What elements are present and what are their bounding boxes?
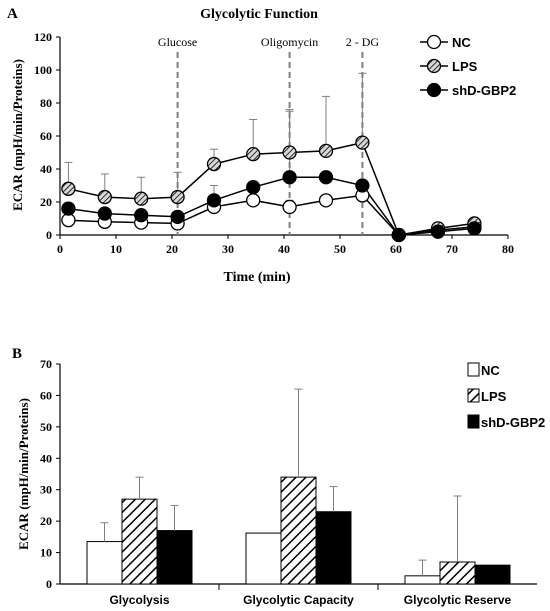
chart-a-axes: 0 20 40 60 80 100 120 0 10 20 30 40 50 60 70 80	[34, 30, 514, 256]
chart-a-series	[61, 72, 482, 243]
x-tick-label: 40	[278, 242, 290, 256]
data-point	[206, 156, 222, 172]
legend-label: NC	[481, 363, 500, 378]
y-tick-label: 0	[46, 228, 52, 242]
chart-b-legend: NC LPS shD-GBP2	[467, 362, 545, 430]
y-tick-label: 120	[34, 30, 52, 44]
y-tick-label: 0	[46, 577, 52, 591]
category-label: Glycolytic Capacity	[243, 593, 354, 607]
data-point	[61, 181, 76, 196]
data-point	[282, 199, 297, 215]
chart-b-bars	[86, 388, 511, 585]
y-tick-label: 60	[40, 388, 52, 402]
data-point	[170, 189, 185, 205]
bar	[245, 532, 282, 585]
injection-label: Oligomycin	[261, 35, 318, 49]
injection-label: Glucose	[158, 35, 197, 49]
category-label: Glycolytic Reserve	[404, 593, 512, 607]
legend-label: LPS	[452, 59, 478, 74]
chart-a-legend: NC LPS shD-GBP2	[420, 34, 516, 98]
legend-label: LPS	[481, 389, 507, 404]
x-tick-label: 60	[390, 242, 402, 256]
data-point	[391, 227, 406, 243]
chart-a-ylabel: ECAR (mpH/min/Proteins)	[10, 59, 25, 211]
data-point	[282, 170, 297, 185]
data-point	[246, 146, 261, 162]
data-point	[246, 193, 261, 208]
y-tick-label: 60	[40, 129, 52, 143]
bar	[121, 498, 158, 585]
data-point	[355, 178, 370, 193]
data-point	[282, 145, 297, 160]
x-tick-label: 10	[110, 242, 122, 256]
series-line-shD-GBP2	[68, 176, 475, 236]
bar	[156, 530, 193, 585]
y-tick-label: 20	[40, 514, 52, 528]
panel-a-letter: A	[7, 6, 18, 22]
data-point	[318, 170, 334, 185]
data-point	[206, 193, 222, 208]
data-point	[467, 221, 482, 236]
legend-label: NC	[452, 35, 471, 50]
injection-label: 2 - DG	[346, 35, 380, 49]
data-point	[318, 143, 334, 159]
legend-marker	[426, 82, 442, 98]
data-point	[134, 191, 149, 206]
data-point	[355, 135, 370, 150]
x-tick-label: 30	[222, 242, 234, 256]
x-tick-label: 70	[446, 242, 458, 256]
y-tick-label: 30	[40, 483, 52, 497]
y-tick-label: 40	[40, 162, 52, 176]
data-point	[318, 193, 334, 208]
bar	[315, 511, 352, 585]
legend-marker	[426, 34, 442, 50]
chart-b-axes: 0 10 20 30 40 50 60 70 Glycolysis Glycolytic Capa…	[40, 357, 537, 607]
chart-a-title: Glycolytic Function	[200, 7, 318, 22]
legend-swatch	[467, 388, 480, 403]
legend-label: shD-GBP2	[452, 83, 516, 98]
panel-a: A Glycolytic Function ECAR (mpH/min/Prot…	[7, 6, 516, 285]
data-point	[97, 189, 112, 205]
legend-marker	[426, 58, 442, 74]
y-tick-label: 70	[40, 357, 52, 371]
y-tick-label: 50	[40, 420, 52, 434]
x-tick-label: 80	[502, 242, 514, 256]
bar	[86, 541, 123, 585]
data-point	[97, 206, 112, 221]
bar	[280, 476, 317, 585]
chart-a-xlabel: Time (min)	[223, 270, 290, 285]
data-point	[61, 201, 76, 216]
y-tick-label: 40	[40, 451, 52, 465]
legend-label: shD-GBP2	[481, 415, 545, 430]
bar	[474, 564, 511, 585]
data-point	[170, 209, 185, 225]
y-tick-label: 20	[40, 195, 52, 209]
y-tick-label: 80	[40, 96, 52, 110]
category-label: Glycolysis	[109, 593, 169, 607]
y-tick-label: 10	[40, 546, 52, 560]
x-tick-label: 50	[334, 242, 346, 256]
bar	[439, 561, 476, 585]
data-point	[246, 179, 261, 195]
x-tick-label: 0	[57, 242, 63, 256]
data-point	[430, 224, 446, 239]
x-tick-label: 20	[166, 242, 178, 256]
bar	[404, 575, 441, 585]
series-line-LPS	[68, 141, 475, 236]
legend-swatch	[467, 414, 480, 429]
panel-b-letter: B	[12, 346, 22, 362]
y-tick-label: 100	[34, 63, 52, 77]
data-point	[134, 208, 149, 223]
chart-a-annotations: Glucose Oligomycin 2 - DG	[158, 35, 379, 235]
legend-swatch	[467, 362, 480, 377]
chart-b-ylabel: ECAR (mpH/min/Proteins)	[16, 398, 31, 550]
panel-b: B ECAR (mpH/min/Proteins) 0 10 20 30 40 50 60 7…	[12, 346, 545, 607]
